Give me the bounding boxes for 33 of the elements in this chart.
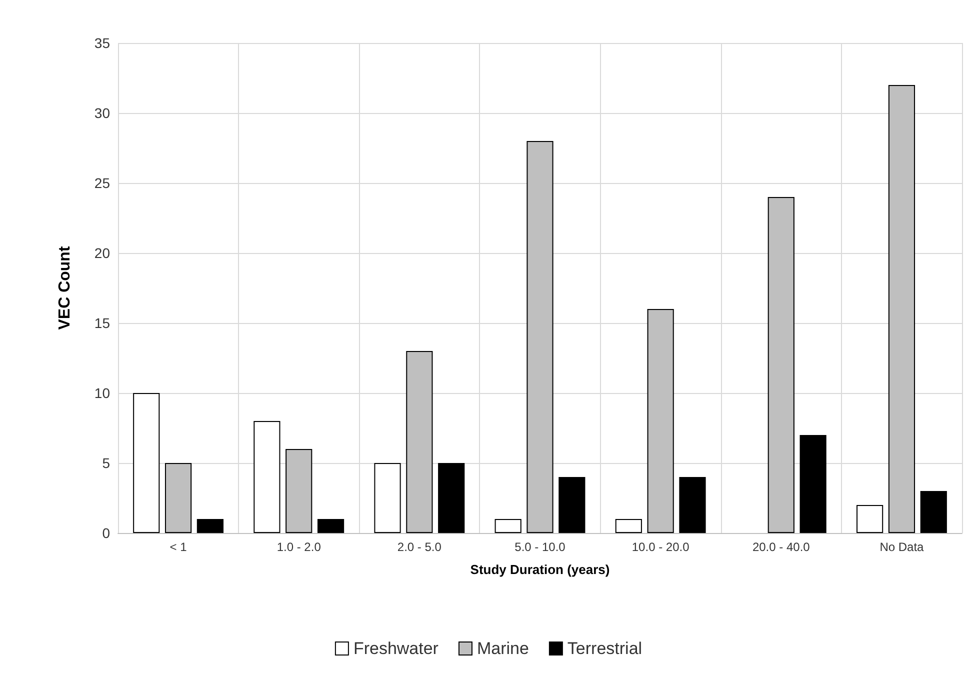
x-tick-label: No Data — [880, 540, 924, 554]
x-tick-label: 2.0 - 5.0 — [397, 540, 442, 554]
y-tick-label: 30 — [94, 105, 110, 121]
x-axis-title: Study Duration (years) — [470, 562, 610, 577]
bar — [679, 477, 706, 533]
x-tick-label: 20.0 - 40.0 — [752, 540, 810, 554]
legend-label: Terrestrial — [567, 639, 642, 658]
x-tick-label: 10.0 - 20.0 — [632, 540, 690, 554]
bar — [196, 519, 224, 533]
bar — [438, 463, 465, 533]
bar — [856, 505, 884, 533]
bar — [920, 491, 947, 533]
legend-label: Freshwater — [353, 639, 439, 658]
bar — [800, 435, 826, 533]
bar — [317, 519, 344, 533]
legend-label: Marine — [476, 639, 529, 658]
bar — [374, 463, 401, 533]
y-tick-label: 0 — [102, 525, 110, 541]
y-tick-label: 25 — [94, 175, 110, 191]
y-tick-label: 20 — [94, 245, 110, 261]
bar — [133, 393, 160, 533]
x-tick-label: 5.0 - 10.0 — [514, 540, 566, 554]
y-tick-label: 5 — [102, 455, 110, 471]
bar — [254, 421, 280, 533]
bar — [494, 519, 522, 533]
bar — [615, 519, 642, 533]
y-tick-label: 15 — [94, 315, 110, 331]
y-tick-label: 35 — [94, 35, 110, 51]
y-tick-label: 10 — [94, 385, 110, 401]
y-axis-title: VEC Count — [56, 246, 74, 330]
bar — [558, 477, 586, 533]
x-tick-label: < 1 — [170, 540, 188, 554]
x-tick-label: 1.0 - 2.0 — [276, 540, 322, 554]
